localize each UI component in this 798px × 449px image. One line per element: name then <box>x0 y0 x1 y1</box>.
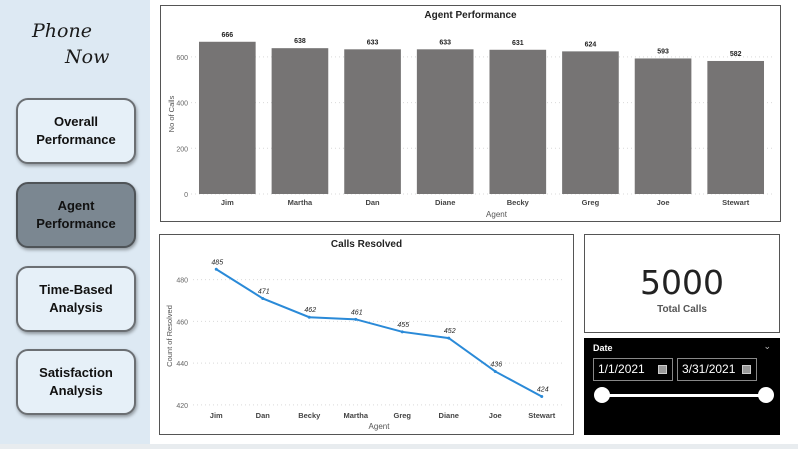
calls-resolved-line-chart: 420 440 460 480 485 Jim 471 Dan 462 Becky 461 Marth… <box>165 259 565 431</box>
end-date-value: 3/31/2021 <box>682 362 736 376</box>
logo: Phone Now <box>30 20 140 72</box>
line-chart-title: Calls Resolved <box>330 239 403 250</box>
nav-button-agent-performance[interactable]: Agent Performance <box>16 182 136 248</box>
data-label: 485 <box>211 259 223 266</box>
data-label: 424 <box>537 386 549 393</box>
data-label: 462 <box>304 307 316 314</box>
x-tick-label: Joe <box>657 198 670 207</box>
x-tick-label: Stewart <box>722 198 750 207</box>
data-point <box>261 296 265 300</box>
y-tick-label: 480 <box>176 278 188 285</box>
agent-performance-chart-panel[interactable]: Agent Performance 0 200 400 600 666 Jim 638 Mar… <box>160 5 781 222</box>
data-point <box>540 394 544 398</box>
y-tick-label: 600 <box>176 55 188 62</box>
date-range-start-handle[interactable] <box>594 387 610 403</box>
bar <box>634 58 692 195</box>
data-point <box>447 336 451 340</box>
bar <box>198 41 256 195</box>
date-range-track[interactable] <box>602 394 766 397</box>
data-label: 666 <box>221 32 233 39</box>
data-label: 593 <box>657 48 669 55</box>
bar <box>416 49 474 194</box>
chevron-down-icon[interactable]: ⌄ <box>763 341 771 351</box>
start-date-value: 1/1/2021 <box>598 362 645 376</box>
data-point <box>493 369 497 373</box>
bar <box>707 60 765 194</box>
bar <box>271 48 329 194</box>
bar-chart-title: Agent Performance <box>424 10 517 21</box>
y-axis-label: No of Calls <box>167 95 176 132</box>
data-point <box>307 315 311 319</box>
y-axis-label: Count of Resolved <box>165 305 174 367</box>
y-tick-label: 400 <box>176 101 188 108</box>
calendar-icon[interactable] <box>658 365 667 374</box>
start-date-input[interactable]: 1/1/2021 <box>593 358 673 381</box>
data-label: 461 <box>351 309 363 316</box>
data-label: 633 <box>439 39 451 46</box>
x-tick-label: Stewart <box>528 411 556 420</box>
sidebar: Phone Now Overall Performance Agent Perf… <box>0 0 150 444</box>
x-tick-label: Greg <box>582 198 600 207</box>
data-label: 631 <box>512 40 524 47</box>
bar <box>344 49 401 194</box>
series-line <box>215 268 543 398</box>
data-point <box>400 330 404 334</box>
x-tick-label: Becky <box>298 411 321 420</box>
logo-line2: Now <box>65 46 110 68</box>
data-label: 638 <box>294 38 306 45</box>
bottom-strip <box>0 444 798 449</box>
calendar-icon[interactable] <box>742 365 751 374</box>
x-tick-label: Jim <box>221 198 234 207</box>
x-tick-label: Jim <box>210 411 223 420</box>
nav-button-time-based-analysis[interactable]: Time-Based Analysis <box>16 266 136 332</box>
x-tick-label: Diane <box>435 198 455 207</box>
y-tick-label: 440 <box>176 361 188 368</box>
y-tick-label: 460 <box>176 319 188 326</box>
data-label: 471 <box>258 288 270 295</box>
data-label: 624 <box>585 41 597 48</box>
end-date-input[interactable]: 3/31/2021 <box>677 358 757 381</box>
x-tick-label: Dan <box>365 198 380 207</box>
bar <box>562 51 619 194</box>
data-label: 436 <box>490 361 502 368</box>
data-point <box>214 267 218 271</box>
nav-button-overall-performance[interactable]: Overall Performance <box>16 98 136 164</box>
date-slicer-title: Date <box>593 343 613 353</box>
x-tick-label: Dan <box>256 411 271 420</box>
total-calls-value: 5000 <box>640 263 724 302</box>
agent-performance-bar-chart: 0 200 400 600 666 Jim 638 Martha 633 Dan 633 Diane 6… <box>167 32 772 219</box>
x-tick-label: Becky <box>507 198 530 207</box>
y-tick-label: 200 <box>176 146 188 153</box>
data-label: 455 <box>397 322 409 329</box>
bar <box>489 49 547 195</box>
date-slicer[interactable]: Date ⌄ 1/1/2021 3/31/2021 <box>584 338 780 435</box>
calls-resolved-chart-panel[interactable]: Calls Resolved 420 440 460 480 485 Jim 471 Dan 4… <box>159 234 574 435</box>
data-label: 452 <box>444 328 456 335</box>
total-calls-card: 5000 Total Calls <box>584 234 780 333</box>
x-tick-label: Diane <box>439 411 459 420</box>
x-tick-label: Martha <box>288 198 313 207</box>
y-tick-label: 420 <box>176 403 188 410</box>
nav-button-satisfaction-analysis[interactable]: Satisfaction Analysis <box>16 349 136 415</box>
data-point <box>354 317 358 321</box>
x-tick-label: Martha <box>343 411 368 420</box>
x-axis-label: Agent <box>486 210 508 219</box>
x-axis-label: Agent <box>369 422 391 431</box>
x-tick-label: Greg <box>393 411 411 420</box>
x-tick-label: Joe <box>489 411 502 420</box>
date-range-end-handle[interactable] <box>758 387 774 403</box>
y-tick-label: 0 <box>184 192 188 199</box>
data-label: 633 <box>367 39 379 46</box>
logo-line1: Phone <box>32 20 92 42</box>
data-label: 582 <box>730 51 742 58</box>
total-calls-label: Total Calls <box>657 304 707 315</box>
